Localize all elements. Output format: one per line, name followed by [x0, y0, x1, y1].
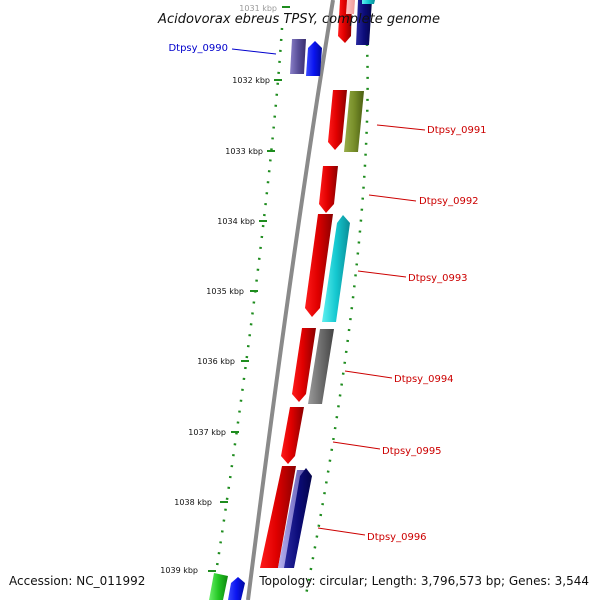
tick-label: 1031 kbp — [239, 4, 277, 13]
gene-label-dtpsy-0990[interactable]: Dtpsy_0990 — [168, 43, 228, 54]
tick-label: 1035 kbp — [206, 287, 244, 296]
gene-feature-olive[interactable] — [344, 91, 364, 152]
leader-line — [344, 370, 393, 379]
gene-feature-navy-top[interactable] — [356, 0, 372, 45]
map-title: Acidovorax ebreus TPSY, complete genome — [157, 12, 440, 27]
gene-label-dtpsy-0996[interactable]: Dtpsy_0996 — [367, 532, 427, 543]
topology-text: Topology: circular; Length: 3,796,573 bp… — [259, 574, 589, 588]
tick-label: 1032 kbp — [232, 76, 270, 85]
inner-tick-ring — [211, 27, 284, 593]
gene-feature-gray[interactable] — [308, 329, 334, 404]
tick-label: 1037 kbp — [188, 428, 226, 437]
gene-feature-red[interactable] — [328, 90, 347, 150]
leader-line — [231, 48, 277, 55]
gene-feature-cyan[interactable] — [322, 215, 350, 322]
gene-feature-navy[interactable] — [284, 468, 312, 568]
gene-leader-lines — [231, 48, 426, 536]
leader-line — [368, 194, 417, 202]
gene-feature-red[interactable] — [281, 407, 304, 464]
tick-label: 1036 kbp — [197, 357, 235, 366]
genome-backbone — [246, 0, 335, 600]
tick-label: 1033 kbp — [225, 147, 263, 156]
gene-feature-purple[interactable] — [290, 39, 306, 74]
accession-text: Accession: NC_011992 — [9, 574, 146, 588]
gene-label-dtpsy-0995[interactable]: Dtpsy_0995 — [382, 446, 442, 457]
tick-label: 1038 kbp — [174, 498, 212, 507]
gene-feature-cyan-top[interactable] — [362, 0, 375, 4]
gene-label-dtpsy-0994[interactable]: Dtpsy_0994 — [394, 374, 454, 385]
gene-label-dtpsy-0991[interactable]: Dtpsy_0991 — [427, 125, 487, 136]
tick-label: 1039 kbp — [160, 566, 198, 575]
gene-feature-pink-top[interactable] — [346, 0, 355, 14]
gene-feature-green-bottom[interactable] — [209, 573, 228, 600]
gene-feature-red[interactable] — [260, 466, 296, 568]
gene-feature-red[interactable] — [319, 166, 338, 213]
gene-label-dtpsy-0993[interactable]: Dtpsy_0993 — [408, 273, 468, 284]
gene-feature-blue-bottom[interactable] — [228, 577, 245, 600]
tick-label: 1034 kbp — [217, 217, 255, 226]
gene-labels: Dtpsy_0990 Dtpsy_0991 Dtpsy_0992 Dtpsy_0… — [168, 43, 486, 543]
gene-feature-red[interactable] — [305, 214, 333, 317]
tick-marks — [208, 6, 290, 572]
gene-feature-red[interactable] — [292, 328, 316, 402]
leader-line — [317, 527, 366, 536]
tick-labels: 1031 kbp 1032 kbp 1033 kbp 1034 kbp 1035… — [160, 4, 277, 575]
leader-line — [332, 441, 381, 450]
leader-line — [357, 270, 407, 278]
gene-label-dtpsy-0992[interactable]: Dtpsy_0992 — [419, 196, 479, 207]
gene-feature-blue[interactable] — [306, 41, 322, 76]
gene-features — [209, 0, 375, 600]
leader-line — [376, 124, 426, 131]
